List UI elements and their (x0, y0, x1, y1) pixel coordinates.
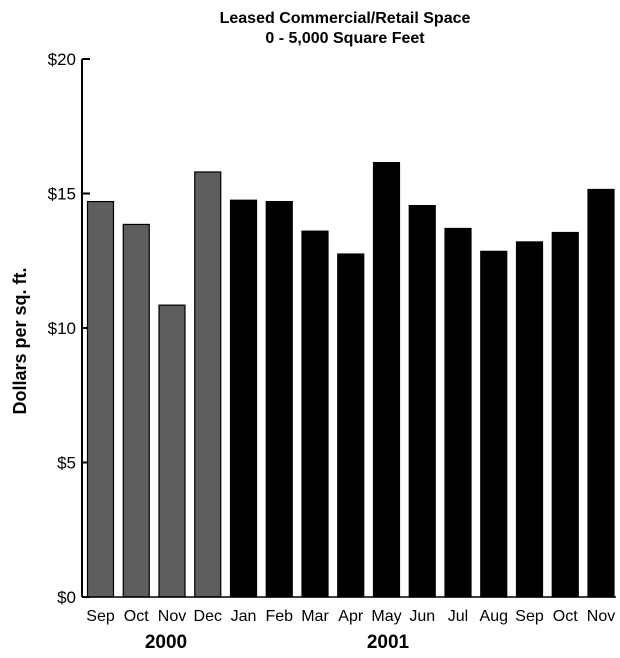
x-tick-label: Aug (480, 608, 508, 625)
year-label-2001: 2001 (367, 632, 410, 653)
y-axis-label: Dollars per sq. ft. (10, 267, 30, 414)
bar-sep-12 (515, 241, 544, 598)
x-axis-labels: Sep Oct Nov Dec Jan Feb Mar Apr May Jun Jul Aug Sep O… (86, 608, 615, 625)
bar-oct-1 (122, 223, 150, 598)
bar-feb-5 (265, 200, 293, 598)
y-tick-label: $10 (48, 319, 76, 338)
x-tick-label: Sep (86, 608, 115, 625)
bar-jul-10 (444, 227, 472, 598)
bar-dec-3 (194, 171, 222, 598)
x-tick-label: Oct (124, 608, 149, 625)
chart-title: Leased Commercial/Retail Space (220, 10, 471, 27)
x-tick-label: Jun (409, 608, 435, 625)
bar-mar-6 (301, 230, 329, 598)
y-tick-label: $15 (48, 185, 76, 204)
x-tick-label: Oct (553, 608, 578, 625)
bar-aug-11 (480, 250, 508, 598)
x-tick-label: Dec (194, 608, 222, 625)
year-group-labels: 2000 2001 (145, 632, 410, 653)
x-tick-label: Sep (515, 608, 544, 625)
bar-apr-7 (337, 253, 365, 598)
bars (82, 161, 616, 598)
y-tick-label: $5 (57, 454, 76, 473)
y-axis: $0 $5 $10 $15 $20 (48, 50, 90, 607)
year-label-2000: 2000 (145, 632, 187, 653)
x-tick-label: May (371, 608, 401, 625)
x-tick-label: Jan (231, 608, 257, 625)
y-tick-label: $20 (48, 50, 76, 69)
x-tick-label: Jul (448, 608, 468, 625)
chart-subtitle: 0 - 5,000 Square Feet (265, 30, 425, 47)
x-tick-label: Apr (338, 608, 364, 625)
x-tick-label: Mar (301, 608, 329, 625)
y-tick-label: $0 (57, 588, 76, 607)
bar-sep-0 (86, 200, 115, 598)
bar-nov-2 (158, 304, 186, 598)
bar-jan-4 (229, 199, 258, 598)
x-tick-label: Feb (265, 608, 293, 625)
bar-oct-13 (551, 231, 579, 598)
x-tick-label: Nov (587, 608, 615, 625)
x-tick-label: Nov (158, 608, 186, 625)
bar-may-8 (372, 161, 401, 598)
bar-jun-9 (408, 205, 436, 598)
bar-nov-14 (587, 188, 615, 598)
